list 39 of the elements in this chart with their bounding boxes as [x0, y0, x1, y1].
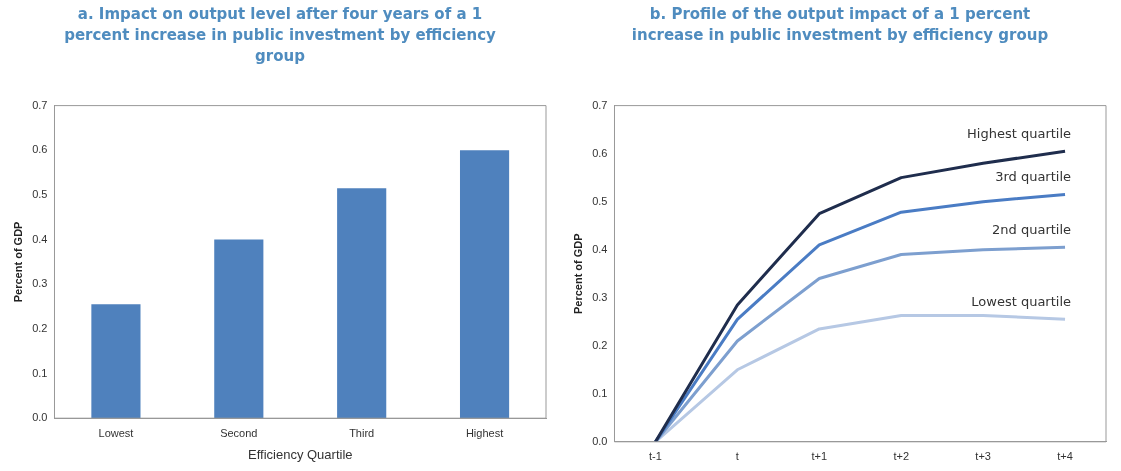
y-tick-label: 0.7	[32, 98, 48, 111]
y-tick-label: 0.0	[592, 434, 608, 447]
x-tick-label: t+1	[811, 450, 828, 463]
y-tick-label: 0.7	[592, 98, 608, 111]
bar	[91, 304, 141, 419]
y-axis-title: Percent of GDP	[571, 233, 584, 315]
x-tick-label: t	[735, 450, 739, 463]
y-tick-label: 0.2	[32, 321, 48, 334]
x-axis-title: Efficiency Quartile	[247, 446, 353, 462]
x-tick-label: Lowest	[98, 426, 134, 439]
series-label: Lowest quartile	[971, 294, 1072, 310]
y-tick-label: 0.6	[32, 143, 48, 156]
x-tick-label: Third	[349, 426, 375, 439]
x-tick-label: t+2	[893, 450, 910, 463]
y-tick-label: 0.5	[32, 187, 48, 200]
x-tick-label: t+3	[975, 450, 991, 463]
y-tick-label: 0.6	[592, 146, 608, 159]
y-tick-label: 0.1	[32, 366, 48, 379]
bar	[459, 150, 510, 419]
y-tick-label: 0.1	[592, 386, 608, 399]
y-tick-label: 0.0	[32, 411, 48, 424]
y-axis-title: Percent of GDP	[11, 221, 24, 303]
series-label: 2nd quartile	[992, 222, 1072, 238]
y-tick-label: 0.2	[592, 338, 608, 351]
bar	[337, 188, 387, 419]
y-tick-label: 0.4	[592, 242, 608, 255]
y-tick-label: 0.5	[592, 194, 608, 207]
chart-title: b. Profile of the output impact of a 1 percent increase in public investment by efficiency group	[630, 4, 1050, 46]
x-tick-label: Second	[220, 426, 258, 439]
series-label: 3rd quartile	[995, 169, 1072, 185]
y-tick-label: 0.3	[592, 290, 608, 303]
chart-title: a. Impact on output level after four years of a 1 percent increase in public investment by efficiency group	[63, 4, 497, 67]
y-tick-label: 0.3	[32, 277, 48, 290]
x-tick-label: t+4	[1057, 450, 1073, 463]
x-tick-label: Highest	[465, 426, 504, 439]
bar	[214, 239, 264, 419]
y-tick-label: 0.4	[32, 232, 48, 245]
series-label: Highest quartile	[967, 126, 1072, 142]
x-tick-label: t-1	[649, 450, 662, 463]
